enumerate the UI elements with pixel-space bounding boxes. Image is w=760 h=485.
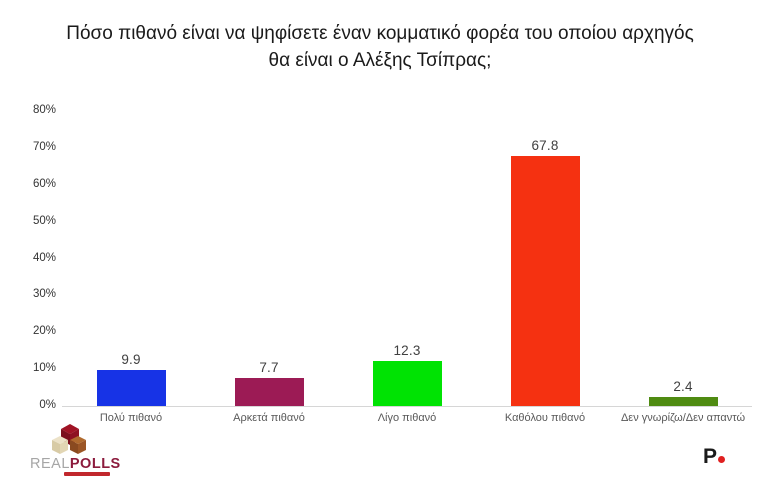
category-label: Δεν γνωρίζω/Δεν απαντώ — [620, 412, 746, 424]
bar-chart-plot-area: 9.9 7.7 12.3 67.8 2.4 — [62, 111, 752, 407]
y-tick-label: 40% — [32, 251, 56, 264]
bar-value-label: 9.9 — [121, 351, 141, 367]
p-dot-logo: P — [703, 445, 726, 469]
bar — [234, 377, 304, 406]
bar — [372, 360, 442, 406]
p-logo-letter: P — [703, 445, 718, 468]
bar-value-label: 7.7 — [259, 359, 279, 375]
category-label: Καθόλου πιθανό — [504, 412, 586, 424]
bar — [96, 369, 166, 406]
chart-title-line1: Πόσο πιθανό είναι να ψηφίσετε έναν κομμα… — [66, 23, 694, 44]
bar-value-label: 12.3 — [393, 342, 421, 358]
bar-value-label: 2.4 — [673, 379, 693, 395]
bar — [510, 156, 580, 406]
x-axis-category-labels: Πολύ πιθανό Αρκετά πιθανό Λίγο πιθανό Καθόλ… — [62, 412, 752, 424]
category-label: Αρκετά πιθανό — [233, 412, 305, 424]
y-tick-label: 0% — [39, 399, 56, 411]
bar — [648, 397, 718, 406]
realpolls-wordmark: REALPOLLS — [30, 456, 121, 472]
y-tick-label: 20% — [32, 325, 56, 338]
realpolls-logo: REALPOLLS — [30, 424, 140, 478]
bar-slot: 12.3 — [338, 111, 476, 406]
bar-slot: 2.4 — [614, 111, 752, 406]
y-tick-label: 50% — [32, 214, 56, 227]
y-tick-label: 70% — [32, 140, 56, 153]
bar-slot: 9.9 — [62, 111, 200, 406]
bar-slot: 7.7 — [200, 111, 338, 406]
p-logo-red-dot — [718, 456, 726, 463]
realpolls-word-real: REAL — [30, 456, 70, 472]
category-label: Λίγο πιθανό — [377, 412, 437, 424]
y-tick-label: 30% — [32, 288, 56, 301]
realpolls-word-polls: POLLS — [69, 456, 121, 472]
y-tick-label: 10% — [32, 362, 56, 375]
chart-title-line2: θα είναι ο Αλέξης Τσίπρας; — [268, 50, 492, 71]
y-tick-label: 80% — [32, 104, 56, 116]
realpolls-cubes-icon — [52, 424, 86, 454]
chart-title: Πόσο πιθανό είναι να ψηφίσετε έναν κομμα… — [0, 20, 760, 74]
y-tick-label: 60% — [32, 177, 56, 190]
category-label: Πολύ πιθανό — [99, 412, 163, 424]
bar-slot: 67.8 — [476, 111, 614, 406]
realpolls-tagline-strip — [64, 472, 110, 476]
bar-value-label: 67.8 — [531, 138, 559, 153]
